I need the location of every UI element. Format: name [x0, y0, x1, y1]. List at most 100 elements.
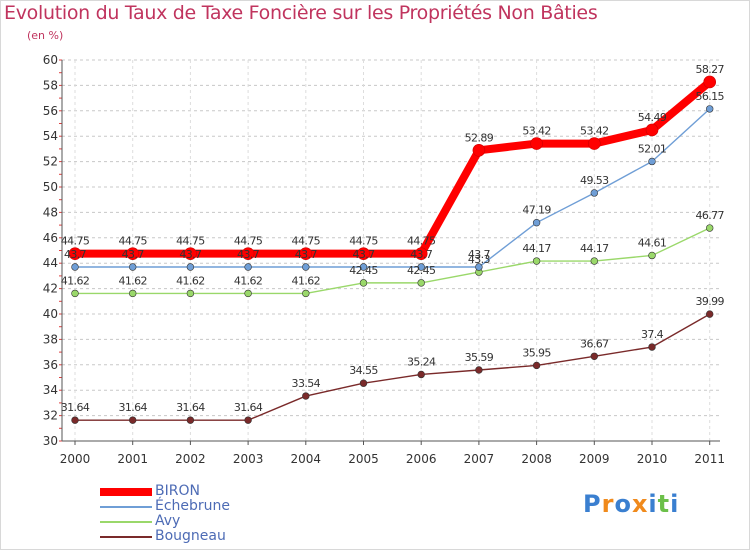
data-point: [472, 143, 486, 157]
data-label: 43.7: [410, 248, 433, 261]
data-label: 43.7: [295, 248, 318, 261]
data-label: 44.75: [407, 235, 436, 248]
data-point: [532, 218, 541, 227]
legend-swatch: [100, 488, 152, 496]
data-point: [414, 247, 428, 260]
data-point: [71, 263, 79, 271]
data-label: 35.95: [522, 346, 551, 359]
data-label: 54.49: [638, 111, 667, 124]
y-tick-label: 54: [43, 129, 58, 143]
data-point: [186, 289, 195, 298]
series-line: [75, 108, 711, 268]
data-label: 42.45: [407, 264, 436, 277]
data-label: 41.62: [234, 274, 263, 287]
y-tick-label: 38: [43, 332, 58, 346]
data-label: 56.15: [695, 90, 724, 103]
logo-letter: i: [648, 490, 658, 518]
data-label: 44.75: [234, 235, 263, 248]
data-label: 44.61: [638, 236, 667, 249]
data-point: [299, 247, 313, 260]
data-label: 44.75: [176, 235, 205, 248]
y-tick-label: 50: [43, 180, 58, 194]
data-point: [244, 416, 252, 424]
data-label: 43.7: [64, 248, 87, 261]
logo-letter: r: [601, 490, 615, 518]
data-label: 44.75: [349, 235, 378, 248]
data-label: 37.4: [641, 328, 664, 341]
data-label: 31.64: [176, 401, 205, 414]
y-tick-label: 40: [43, 307, 58, 321]
y-tick-label: 60: [43, 53, 58, 67]
legend-swatch: [100, 536, 152, 538]
data-label: 41.62: [61, 274, 90, 287]
data-label: 49.53: [580, 174, 609, 187]
data-point: [532, 361, 541, 370]
legend-swatch: [100, 521, 152, 523]
data-label: 43.7: [122, 248, 145, 261]
legend-label: Bougneau: [155, 528, 226, 544]
data-point: [587, 137, 601, 150]
y-tick-label: 56: [43, 104, 58, 118]
series-line: [75, 313, 711, 421]
legend-swatch: [100, 506, 152, 508]
data-point: [302, 263, 310, 271]
logo-letter: i: [670, 490, 680, 518]
y-tick-label: 32: [43, 409, 58, 423]
data-label: 53.42: [580, 125, 609, 138]
data-label: 42.45: [349, 264, 378, 277]
data-label: 31.64: [234, 401, 263, 414]
data-point: [475, 263, 483, 271]
data-label: 43.7: [179, 248, 202, 261]
data-label: 47.19: [522, 204, 551, 217]
data-label: 34.55: [349, 364, 378, 377]
data-point: [530, 137, 543, 150]
data-label: 52.01: [638, 142, 667, 155]
data-label: 44.75: [118, 235, 147, 248]
data-point: [302, 289, 310, 298]
data-label: 43.7: [468, 248, 491, 261]
data-point: [417, 279, 425, 287]
data-label: 35.24: [407, 355, 436, 368]
legend-item: Échebrune: [100, 498, 270, 514]
data-point: [357, 247, 370, 260]
data-label: 41.62: [292, 274, 321, 287]
data-label: 35.59: [465, 351, 494, 364]
x-tick-label: 2008: [521, 452, 552, 466]
data-point: [590, 352, 598, 360]
data-point: [129, 416, 137, 424]
legend-item: Avy: [100, 513, 270, 529]
y-tick-label: 36: [43, 358, 58, 372]
logo-letter: x: [631, 490, 649, 518]
data-point: [186, 416, 195, 424]
data-point: [359, 263, 368, 271]
data-point: [648, 157, 656, 166]
y-tick-label: 30: [43, 434, 58, 448]
legend-item: BIRON: [100, 483, 270, 499]
y-tick-label: 34: [43, 383, 58, 397]
data-point: [241, 247, 255, 260]
data-point: [705, 105, 714, 113]
data-point: [244, 263, 252, 271]
data-point: [590, 189, 598, 197]
data-point: [475, 366, 483, 374]
data-label: 41.62: [176, 274, 205, 287]
data-label: 44.17: [522, 242, 551, 255]
data-point: [126, 247, 139, 260]
data-label: 36.67: [580, 337, 609, 350]
data-point: [184, 247, 197, 260]
data-label: 43.7: [237, 248, 260, 261]
proxiti-logo: Proxiti: [583, 490, 679, 518]
data-label: 41.62: [118, 274, 147, 287]
data-label: 53.42: [522, 125, 551, 138]
chart-title: Evolution du Taux de Taxe Foncière sur l…: [4, 2, 598, 24]
data-point: [68, 247, 82, 260]
series-line: [75, 227, 711, 295]
data-label: 31.64: [118, 401, 147, 414]
data-point: [129, 289, 137, 298]
y-tick-label: 46: [43, 231, 58, 245]
legend-item: Bougneau: [100, 528, 270, 544]
data-point: [645, 123, 659, 137]
x-tick-label: 2003: [233, 452, 264, 466]
logo-letter: P: [583, 490, 602, 518]
data-label: 44.75: [292, 235, 321, 248]
